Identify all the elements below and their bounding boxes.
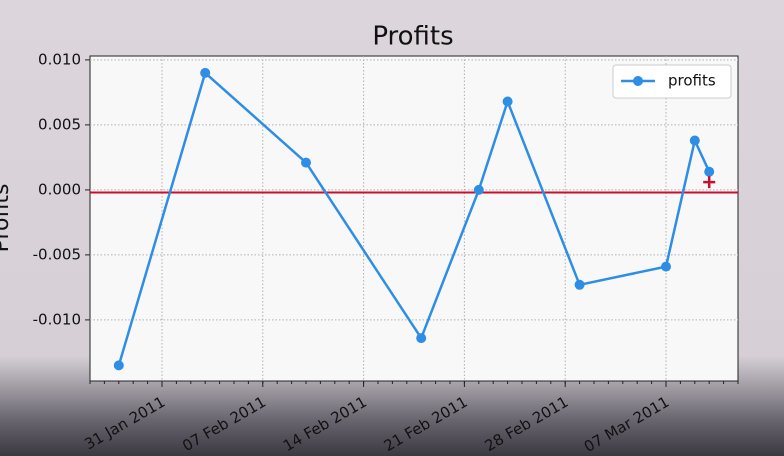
legend-box: [612, 64, 732, 99]
data-point: [574, 279, 585, 290]
legend-marker: [633, 76, 643, 86]
data-point: [416, 333, 427, 344]
data-point: [200, 67, 211, 78]
y-tick-label: 0.000: [38, 180, 81, 198]
data-point: [473, 184, 484, 195]
x-tick-label: 31 Jan 2011: [81, 393, 168, 454]
series-line: [117, 71, 711, 366]
data-point: [661, 261, 671, 272]
x-tick-label: 21 Feb 2011: [381, 393, 471, 455]
x-tick-label: 07 Mar 2011: [581, 393, 672, 456]
data-point: [301, 157, 311, 168]
data-point: [113, 360, 124, 371]
y-tick-label: 0.010: [38, 50, 81, 68]
legend-label: profits: [668, 72, 716, 90]
data-point: [704, 166, 715, 177]
y-tick-label: 0.005: [38, 115, 81, 133]
y-tick-label: -0.010: [33, 310, 81, 328]
x-tick-label: 07 Feb 2011: [179, 393, 269, 455]
x-tick-label: 28 Feb 2011: [482, 393, 572, 455]
data-point: [502, 96, 513, 107]
y-axis-label: Profits: [0, 184, 14, 253]
data-point: [689, 135, 700, 146]
cursor-marker: [703, 176, 716, 189]
y-tick-label: -0.005: [33, 245, 81, 263]
legend: profits: [612, 64, 732, 99]
x-tick-label: 14 Feb 2011: [280, 393, 370, 455]
plot-area: [89, 55, 739, 382]
chart-title: Profits: [372, 22, 453, 52]
